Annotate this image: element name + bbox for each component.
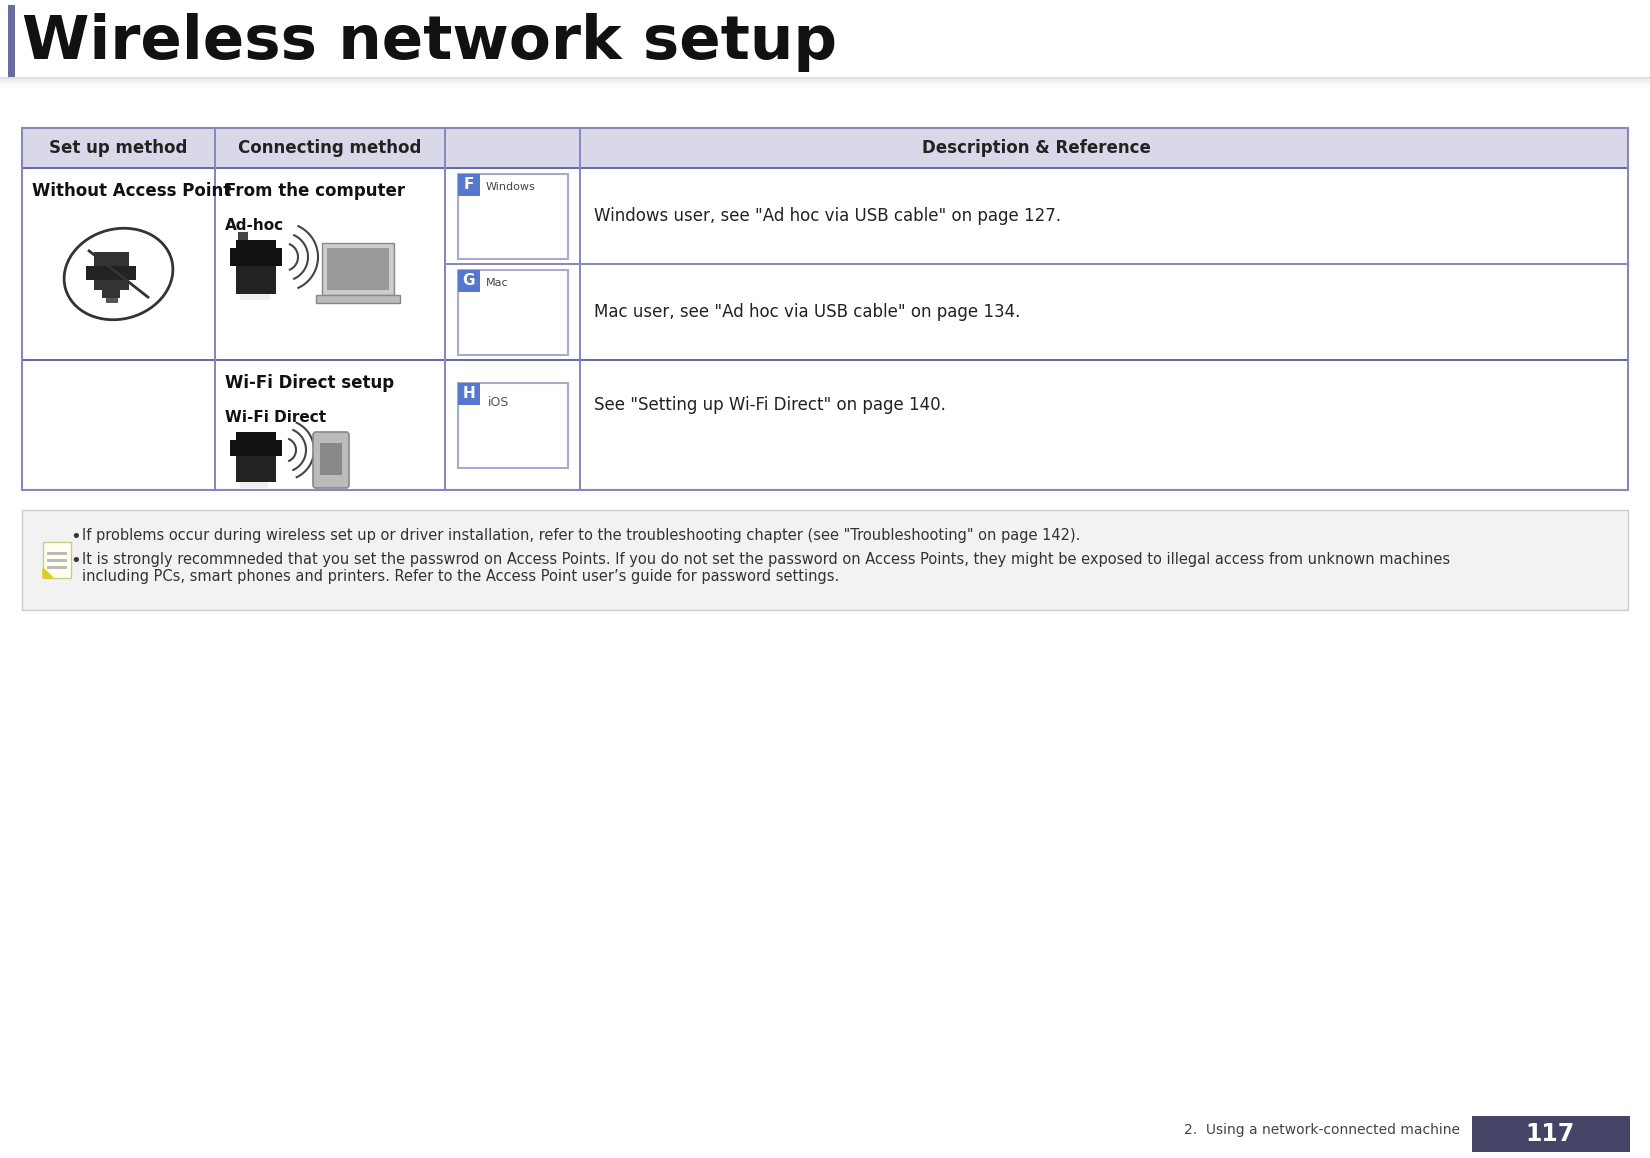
Bar — [21, 359, 1629, 361]
Text: Wi-Fi Direct: Wi-Fi Direct — [224, 410, 327, 425]
Text: iOS: iOS — [487, 396, 508, 410]
Bar — [457, 382, 480, 404]
Bar — [1472, 1116, 1630, 1152]
Text: It is strongly recommneded that you set the passwrod on Access Points. If you do: It is strongly recommneded that you set … — [82, 552, 1450, 585]
Bar — [322, 243, 394, 295]
Bar — [229, 440, 282, 456]
Bar — [0, 85, 1650, 88]
Bar — [46, 566, 68, 569]
Bar — [457, 382, 568, 468]
Text: 117: 117 — [1525, 1122, 1574, 1146]
Text: Without Access Point: Without Access Point — [31, 182, 231, 200]
Bar — [0, 82, 1650, 85]
Bar — [327, 248, 389, 290]
Text: Mac: Mac — [485, 278, 508, 287]
Polygon shape — [43, 569, 53, 578]
Bar — [236, 240, 276, 248]
Bar — [94, 280, 129, 290]
Bar — [0, 79, 1650, 82]
Text: G: G — [462, 273, 475, 288]
Text: Connecting method: Connecting method — [238, 139, 422, 157]
Bar — [457, 270, 480, 292]
Bar — [43, 542, 71, 578]
Bar — [239, 482, 267, 488]
Bar — [457, 174, 480, 196]
Text: Windows user, see "Ad hoc via USB cable" on page 127.: Windows user, see "Ad hoc via USB cable"… — [594, 207, 1061, 225]
FancyBboxPatch shape — [314, 432, 350, 488]
Bar — [46, 559, 68, 562]
Text: F: F — [464, 177, 474, 192]
Bar — [457, 174, 568, 258]
Text: 2.  Using a network-connected machine: 2. Using a network-connected machine — [1185, 1123, 1460, 1137]
Text: Wireless network setup: Wireless network setup — [21, 13, 837, 72]
Text: H: H — [462, 386, 475, 401]
Text: From the computer: From the computer — [224, 182, 406, 200]
Bar — [317, 295, 399, 303]
Bar — [86, 266, 135, 280]
Bar — [46, 552, 68, 555]
Bar — [579, 129, 581, 490]
Bar — [106, 298, 117, 303]
Bar — [236, 456, 276, 482]
Text: Set up method: Set up method — [50, 139, 188, 157]
Text: Ad-hoc: Ad-hoc — [224, 218, 284, 233]
Text: See "Setting up Wi-Fi Direct" on page 140.: See "Setting up Wi-Fi Direct" on page 14… — [594, 396, 945, 415]
Bar — [102, 290, 119, 298]
Bar — [214, 129, 216, 490]
Bar — [457, 270, 568, 354]
Bar — [229, 248, 282, 266]
Bar — [238, 232, 248, 240]
Text: •: • — [69, 552, 81, 570]
Bar — [8, 5, 15, 76]
Bar — [446, 263, 1629, 264]
Text: Description & Reference: Description & Reference — [922, 139, 1152, 157]
Bar — [21, 129, 1629, 168]
Bar — [94, 252, 129, 266]
Text: Wi-Fi Direct setup: Wi-Fi Direct setup — [224, 374, 394, 393]
Bar — [21, 129, 1629, 490]
Text: Mac user, see "Ad hoc via USB cable" on page 134.: Mac user, see "Ad hoc via USB cable" on … — [594, 303, 1020, 321]
Bar — [21, 129, 1629, 490]
Bar — [0, 76, 1650, 79]
Bar — [236, 266, 276, 294]
Bar — [21, 167, 1629, 169]
Bar — [236, 432, 276, 440]
Bar — [21, 510, 1629, 610]
Bar — [320, 444, 342, 475]
Text: If problems occur during wireless set up or driver installation, refer to the tr: If problems occur during wireless set up… — [82, 528, 1081, 543]
Text: Windows: Windows — [485, 182, 535, 191]
Text: •: • — [69, 528, 81, 547]
Bar — [444, 129, 446, 490]
Bar — [239, 294, 271, 300]
